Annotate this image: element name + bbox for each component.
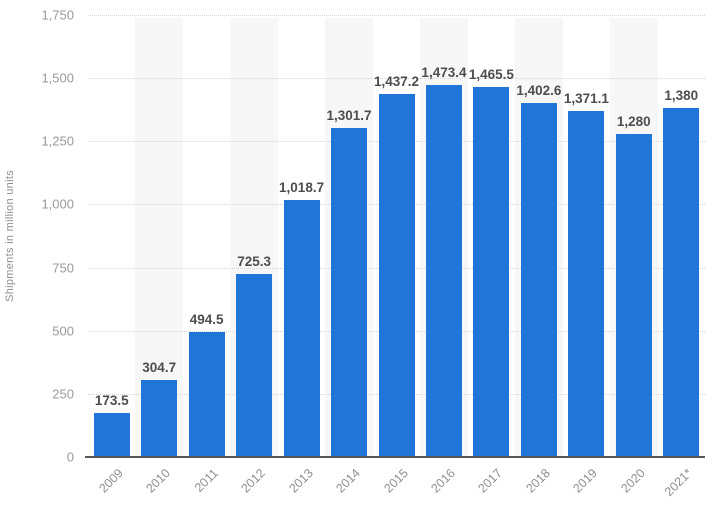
bar-value-label: 1,437.2 xyxy=(373,74,420,90)
bar-value-label: 304.7 xyxy=(142,360,177,376)
bar-2012 xyxy=(236,273,273,457)
x-tick-label: 2009 xyxy=(96,466,126,496)
y-tick-label: 1,500 xyxy=(41,70,74,86)
y-tick-label: 250 xyxy=(52,386,74,402)
y-axis-tick-labels: 0 250 500 750 1,000 1,250 1,500 1,750 xyxy=(0,8,74,465)
bar-value-label: 725.3 xyxy=(237,253,272,269)
x-axis-line xyxy=(85,456,705,458)
bar-value-label: 1,018.7 xyxy=(279,179,325,195)
y-tick-label: 750 xyxy=(52,260,74,276)
bar-2014 xyxy=(331,128,368,457)
y-tick-label: 1,000 xyxy=(41,196,74,212)
y-tick-label: 0 xyxy=(66,449,74,465)
bar-value-label: 1,280 xyxy=(616,113,651,129)
bar-2018 xyxy=(520,102,557,457)
bar-value-label: 1,402.6 xyxy=(516,82,562,98)
x-axis-tick-labels: 2009 2010 2011 2012 2013 2014 2015 2016 2017 2018… xyxy=(88,458,705,507)
bar-2013 xyxy=(283,199,320,457)
bar-value-label: 1,371.1 xyxy=(563,90,609,106)
bar-2019 xyxy=(568,110,605,457)
gridline xyxy=(88,15,705,16)
bar-value-label: 173.5 xyxy=(94,393,129,409)
bar-2015 xyxy=(378,94,415,457)
gridline xyxy=(88,78,705,80)
bar-2009 xyxy=(93,413,130,457)
bar-value-label: 1,473.4 xyxy=(421,64,467,80)
bar-2011 xyxy=(188,332,225,457)
y-tick-label: 1,750 xyxy=(41,7,74,23)
bar-2016 xyxy=(425,84,462,457)
bar-2017 xyxy=(473,86,510,457)
bar-value-label: 1,301.7 xyxy=(326,108,372,124)
bar-2010 xyxy=(141,380,178,457)
bar-2020 xyxy=(615,133,652,457)
bar-2021* xyxy=(663,108,700,457)
y-tick-label: 500 xyxy=(52,323,74,339)
x-tick-label: 2018 xyxy=(523,466,553,496)
bar-value-label: 1,380 xyxy=(664,88,699,104)
plot-area: 173.5 304.7 494.5 725.3 1,018.7 1,301.7 1,437.… xyxy=(85,15,705,458)
y-tick-label: 1,250 xyxy=(41,133,74,149)
bar-value-label: 1,465.5 xyxy=(468,66,514,82)
x-tick-label: 2020 xyxy=(618,466,648,496)
bar-value-label: 494.5 xyxy=(189,312,224,328)
